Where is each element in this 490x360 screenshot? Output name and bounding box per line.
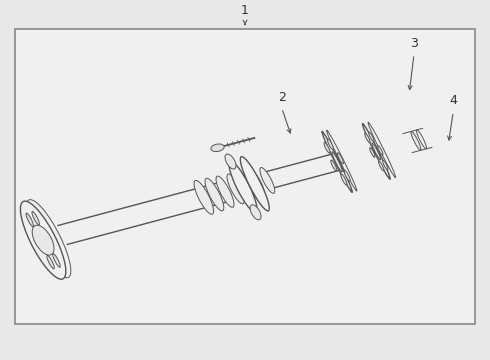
Ellipse shape [250, 205, 261, 220]
Ellipse shape [225, 154, 236, 169]
Ellipse shape [378, 145, 383, 155]
Text: 4: 4 [449, 94, 457, 107]
Ellipse shape [260, 167, 275, 193]
Ellipse shape [379, 161, 384, 171]
Ellipse shape [368, 122, 395, 178]
Ellipse shape [205, 178, 224, 211]
Ellipse shape [327, 139, 333, 150]
Ellipse shape [33, 235, 41, 248]
Ellipse shape [341, 174, 347, 185]
Ellipse shape [46, 232, 53, 246]
Ellipse shape [229, 162, 257, 212]
Ellipse shape [26, 213, 33, 227]
Ellipse shape [369, 132, 374, 141]
Ellipse shape [227, 174, 244, 204]
Ellipse shape [324, 143, 330, 153]
Text: 1: 1 [241, 4, 249, 17]
Ellipse shape [194, 180, 214, 214]
Text: 3: 3 [410, 37, 418, 50]
Ellipse shape [32, 225, 54, 255]
Ellipse shape [216, 176, 234, 207]
Ellipse shape [211, 144, 224, 152]
Ellipse shape [331, 160, 337, 171]
Ellipse shape [240, 157, 270, 211]
Ellipse shape [383, 160, 388, 170]
Ellipse shape [26, 200, 71, 278]
Ellipse shape [363, 123, 390, 179]
Ellipse shape [411, 131, 421, 150]
Ellipse shape [365, 133, 370, 143]
Ellipse shape [47, 255, 54, 269]
Ellipse shape [322, 131, 352, 192]
FancyBboxPatch shape [15, 29, 475, 324]
Ellipse shape [369, 148, 375, 157]
Ellipse shape [32, 211, 39, 225]
Ellipse shape [332, 152, 343, 172]
Ellipse shape [416, 130, 426, 149]
Ellipse shape [372, 143, 381, 160]
Text: 2: 2 [278, 91, 286, 104]
Ellipse shape [21, 201, 66, 279]
Ellipse shape [249, 170, 265, 197]
Ellipse shape [327, 130, 357, 191]
Ellipse shape [344, 170, 350, 181]
Ellipse shape [53, 254, 60, 267]
Ellipse shape [238, 172, 254, 200]
Ellipse shape [338, 153, 343, 164]
